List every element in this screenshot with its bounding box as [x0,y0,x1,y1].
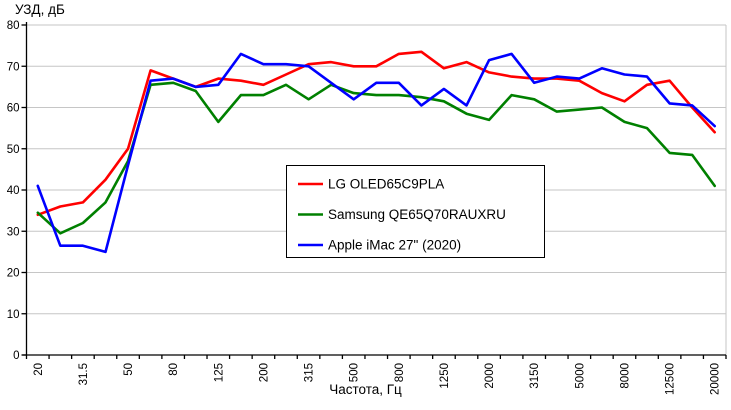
y-tick-label: 10 [7,309,20,321]
y-axis-ticks: 0 10 20 30 40 50 60 70 80 [7,20,27,362]
y-tick-label: 0 [13,350,19,362]
y-tick-label: 60 [7,103,20,115]
x-tick-label: 1250 [439,363,451,389]
legend-label: LG OLED65C9PLA [328,177,444,192]
legend-label: Samsung QE65Q70RAUXRU [328,207,506,222]
x-tick-labels: 20 31.5 50 80 125 200 315 500 800 1250 2000 3150 500… [33,363,722,395]
x-axis-title: Частота, Гц [329,382,402,397]
y-tick-label: 40 [7,185,20,197]
y-tick-label: 30 [7,226,20,238]
series-line-0 [36,50,717,217]
x-tick-label: 20000 [710,363,722,395]
y-tick-label: 70 [7,61,20,73]
x-tick-label: 800 [394,363,406,382]
y-tick-label: 80 [7,20,20,32]
y-tick-label: 20 [7,268,20,280]
x-tick-label: 80 [168,363,180,376]
x-tick-label: 8000 [619,363,631,389]
legend-item-0: LG OLED65C9PLA [298,177,444,192]
chart-title: УЗД, дБ [15,2,65,17]
legend: LG OLED65C9PLA Samsung QE65Q70RAUXRU Apple… [286,165,545,258]
legend-item-1: Samsung QE65Q70RAUXRU [298,207,506,222]
x-tick-label: 125 [213,363,225,382]
x-axis-ticks [25,355,727,359]
x-tick-label: 50 [123,363,135,376]
x-tick-label: 20 [33,363,45,376]
x-tick-label: 31.5 [78,363,90,385]
legend-item-2: Apple iMac 27" (2020) [298,238,461,253]
x-tick-label: 200 [258,363,270,382]
legend-box [286,165,545,258]
y-tick-label: 50 [7,144,20,156]
x-tick-label: 2000 [484,363,496,389]
legend-label: Apple iMac 27" (2020) [328,238,461,253]
x-tick-label: 12500 [665,363,677,395]
x-tick-label: 500 [349,363,361,382]
series-line-2 [36,52,717,254]
x-tick-label: 315 [304,363,316,382]
x-tick-label: 3150 [529,363,541,389]
x-tick-label: 5000 [574,363,586,389]
